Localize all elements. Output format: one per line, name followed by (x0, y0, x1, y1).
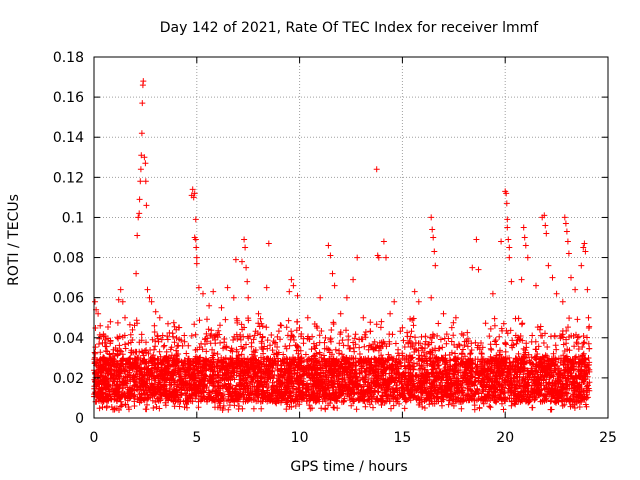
y-tick-label: 0.06 (53, 291, 84, 307)
x-tick-label: 25 (599, 430, 617, 446)
chart-title: Day 142 of 2021, Rate Of TEC Index for r… (160, 20, 540, 36)
data-points (91, 78, 593, 413)
x-tick-label: 15 (393, 430, 411, 446)
y-tick-label: 0.02 (53, 371, 84, 387)
y-tick-label: 0.16 (53, 90, 84, 106)
x-tick-label: 20 (496, 430, 514, 446)
roti-point-markers (91, 78, 593, 413)
y-tick-label: 0.08 (53, 251, 84, 267)
x-axis-label: GPS time / hours (290, 459, 407, 475)
y-tick-label: 0.18 (53, 50, 84, 66)
y-tick-label: 0 (75, 411, 84, 427)
plot-frame (93, 56, 609, 419)
y-tick-label: 0.12 (53, 170, 84, 186)
y-tick-label: 0.14 (53, 130, 84, 146)
y-axis-label: ROTI / TECUs (6, 194, 22, 286)
axis-ticks: 0 5 10 15 20 25 0 0.02 0.04 0.06 0.08 0.1 0.12 0.14 0.… (53, 50, 617, 446)
x-tick-label: 5 (192, 430, 201, 446)
y-tick-label: 0.04 (53, 331, 84, 347)
y-tick-label: 0.1 (62, 210, 84, 226)
x-tick-label: 0 (90, 430, 99, 446)
x-tick-label: 10 (291, 430, 309, 446)
